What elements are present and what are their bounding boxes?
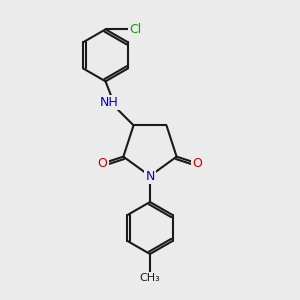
Text: O: O bbox=[98, 157, 107, 170]
Text: N: N bbox=[145, 169, 155, 182]
Text: CH₃: CH₃ bbox=[140, 273, 160, 283]
Text: NH: NH bbox=[100, 96, 119, 109]
Text: Cl: Cl bbox=[129, 23, 142, 36]
Text: O: O bbox=[193, 157, 202, 170]
